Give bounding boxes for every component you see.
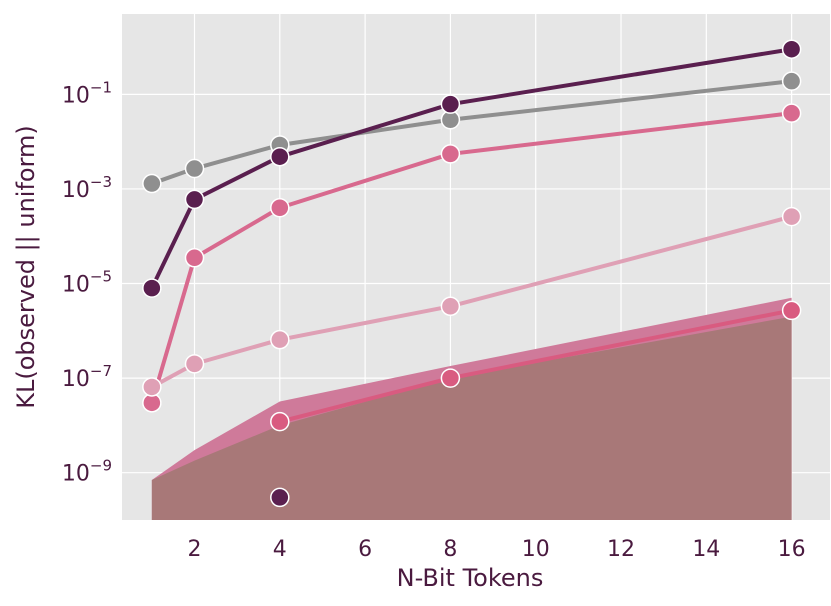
y-tick-label: 10−3 [62,173,112,203]
y-axis-label: KL(observed || uniform) [12,125,40,409]
data-point [440,368,461,388]
data-point [270,198,290,218]
x-tick-label: 10 [522,537,550,562]
y-tick-label: 10−7 [62,362,112,392]
series-markers [142,39,802,508]
data-point [440,296,461,317]
data-point [270,329,290,350]
x-tick-label: 6 [358,537,372,562]
data-point [184,354,205,374]
y-tick-labels: 10−9 10−7 10−5 10−3 10−1 [62,78,112,486]
x-tick-labels: 2 4 6 8 10 12 14 16 [188,537,806,562]
data-point [781,300,802,321]
data-point [184,248,205,268]
x-tick-label: 2 [188,537,202,562]
data-point [184,158,205,179]
data-point [142,278,162,298]
data-point [440,94,461,114]
data-point [781,71,802,91]
x-tick-label: 8 [443,537,457,562]
x-tick-label: 14 [692,537,720,562]
data-point [142,173,162,194]
data-point [440,144,461,164]
data-point [270,487,290,508]
data-point [781,103,802,123]
data-point [270,146,290,167]
data-point [781,39,802,59]
y-tick-label: 10−5 [62,268,112,298]
data-point [142,377,162,397]
x-axis-label: N-Bit Tokens [397,564,544,592]
confidence-band [151,316,792,520]
x-tick-label: 4 [273,537,287,562]
data-point [184,189,205,210]
y-tick-label: 10−9 [62,457,112,487]
data-point [270,411,290,432]
data-point [781,206,802,227]
y-tick-label: 10−1 [62,78,112,108]
x-tick-label: 12 [607,537,635,562]
bands [151,297,792,520]
x-tick-label: 16 [778,537,806,562]
